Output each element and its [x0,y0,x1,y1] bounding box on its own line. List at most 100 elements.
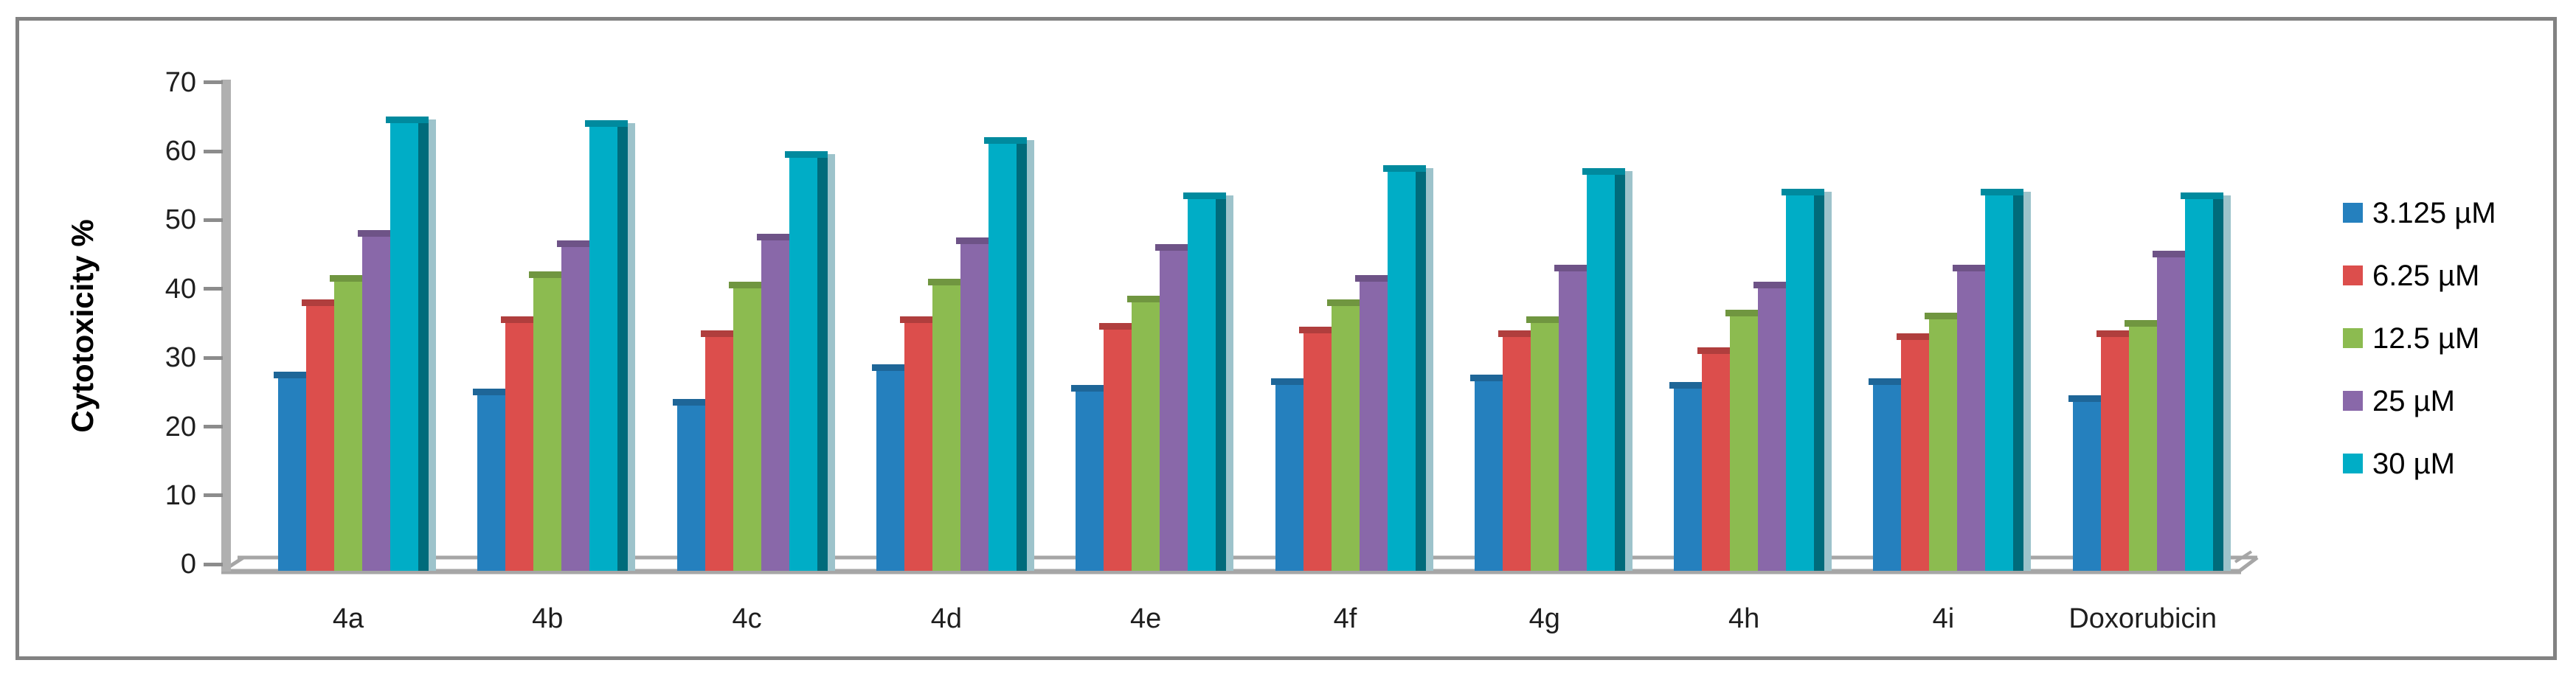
bar-top-face [899,316,932,324]
x-label-4d: 4d [930,603,963,634]
bar-front-face [1331,299,1360,571]
bar-front-face [1474,375,1503,571]
bar-front-face [1387,164,1416,571]
bar-front-face [1076,385,1104,571]
bar-4e-6.25µM [1099,323,1132,571]
y-tick-20 [204,425,223,428]
bar-front-face [904,316,932,571]
bar-top-face [1127,296,1160,303]
x-label-4f: 4f [1333,603,1357,634]
legend-label: 6.25 µM [2372,260,2480,292]
bar-top-face [302,299,334,306]
bar-top-face [557,240,590,248]
bar-front-face [1586,168,1615,571]
bar-4a-25µM [358,230,390,571]
bar-4g-12.5µM [1526,316,1559,571]
bar-top-face [700,330,733,337]
bar-4h-3.125µM [1669,381,1703,571]
bar-front-face [932,278,960,571]
bar-4c-30µM [784,151,835,571]
bar-side-highlight [1226,195,1234,571]
legend-label: 30 µM [2372,448,2455,480]
bar-side-face [2013,189,2024,571]
bar-top-face [2124,319,2157,327]
bar-4a-30µM [386,117,436,571]
bar-front-face [1730,309,1759,571]
bar-top-face [1753,282,1787,289]
bar-front-face [704,330,733,571]
y-tick-0 [204,562,223,566]
bar-top-face [1354,275,1388,282]
legend-label: 25 µM [2372,385,2455,417]
bar-4d-25µM [955,237,988,571]
bar-Doxorubicin-3.125µM [2068,395,2101,571]
bar-top-face [871,364,904,372]
y-tick-label-40: 40 [165,273,196,305]
bar-side-highlight [1425,167,1433,571]
bar-4a-3.125µM [274,371,306,571]
bar-front-face [1985,189,2014,571]
bar-4b-6.25µM [501,316,534,571]
y-tick-30 [204,355,223,360]
bar-4d-12.5µM [927,278,960,571]
x-label-4a: 4a [332,603,364,634]
bar-top-face [1382,164,1426,172]
bar-top-face [1099,323,1132,330]
bar-top-face [274,371,306,378]
bar-side-face [1814,189,1825,571]
bar-front-face [390,117,418,571]
bar-Doxorubicin-12.5µM [2124,319,2157,571]
bar-top-face [2096,330,2129,337]
bar-4d-3.125µM [871,364,904,571]
bar-top-face [672,399,705,406]
bar-4e-25µM [1155,244,1188,571]
bar-front-face [1359,275,1388,571]
bar-side-face [1216,192,1227,571]
bar-4c-6.25µM [700,330,733,571]
bar-4g-3.125µM [1469,375,1503,571]
bar-front-face [789,151,817,571]
bar-front-face [589,120,618,571]
bar-top-face [983,137,1027,145]
bar-front-face [533,271,562,571]
bar-4f-3.125µM [1270,378,1303,571]
bar-top-face [1298,327,1332,334]
bar-4a-6.25µM [302,299,334,571]
bar-side-face [1415,164,1426,571]
bar-front-face [306,299,334,571]
bar-4f-30µM [1382,164,1433,571]
bar-front-face [1530,316,1559,571]
bar-top-face [1669,381,1703,389]
x-label-4e: 4e [1130,603,1162,634]
bar-top-face [1981,189,2024,196]
bar-top-face [2068,395,2101,403]
bar-4h-12.5µM [1725,309,1759,571]
bar-4g-25µM [1554,265,1587,571]
bar-front-face [561,240,590,571]
y-axis-wall [221,80,231,572]
bar-top-face [1498,330,1531,337]
legend-swatch [2343,391,2363,411]
bar-front-face [733,282,761,571]
bar-front-face [1873,378,1902,571]
bar-front-face [1132,296,1160,571]
y-tick-label-70: 70 [165,66,196,98]
bar-4b-3.125µM [473,389,506,571]
bar-top-face [358,230,390,237]
bar-front-face [362,230,390,571]
bar-front-face [1674,381,1703,571]
bar-top-face [955,237,988,244]
bar-4c-3.125µM [672,399,705,571]
bar-front-face [1957,265,1986,571]
bar-top-face [1782,189,1825,196]
bar-side-highlight [1824,192,1832,571]
bar-top-face [386,117,429,124]
bar-4b-25µM [557,240,590,571]
x-label-4b: 4b [532,603,564,634]
bar-side-face [817,151,828,571]
bar-side-face [2212,192,2223,571]
bar-top-face [1071,385,1104,392]
bar-top-face [1469,375,1503,382]
bar-top-face [728,282,761,289]
